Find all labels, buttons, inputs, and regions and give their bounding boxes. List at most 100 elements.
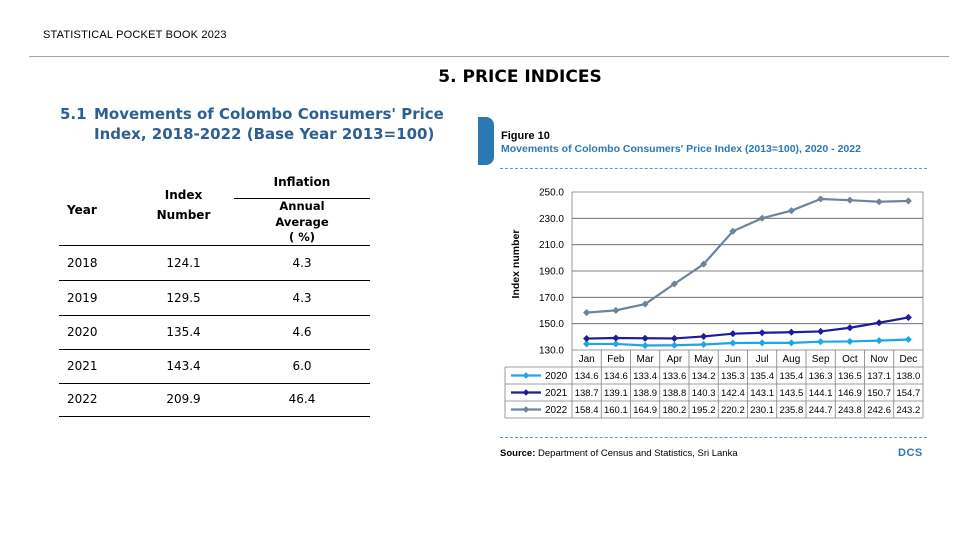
cell-index: 129.5 <box>166 291 201 305</box>
table-row: 2022 209.9 46.4 <box>59 382 370 417</box>
header-index-line2: Number <box>156 208 211 222</box>
data-label: 138.9 <box>633 388 657 399</box>
y-tick-label: 230.0 <box>539 214 564 225</box>
data-point-2020 <box>582 340 591 348</box>
data-label: 146.9 <box>838 388 862 399</box>
dcs-logo: DCS <box>898 447 923 459</box>
header-annual-line3: ( %) <box>288 230 316 244</box>
data-point-2022 <box>699 260 708 268</box>
data-label: 133.4 <box>633 371 657 382</box>
data-point-2022 <box>846 196 854 204</box>
book-title: STATISTICAL POCKET BOOK 2023 <box>43 29 227 41</box>
cell-year: 2022 <box>67 392 98 406</box>
source-text: Department of Census and Statistics, Sri… <box>538 448 738 459</box>
data-point-2021 <box>816 327 825 336</box>
header-annual-average: Annual Average ( %) <box>234 199 370 246</box>
data-point-2022 <box>641 300 649 308</box>
data-label: 139.1 <box>604 388 628 399</box>
cell-year: 2018 <box>67 256 98 270</box>
data-point-2020 <box>641 341 649 350</box>
data-point-2021 <box>612 334 620 342</box>
data-point-2020 <box>670 341 679 349</box>
x-tick-label: Sep <box>812 354 830 365</box>
x-tick-label: Apr <box>667 354 683 365</box>
header-inflation-rule <box>234 198 370 199</box>
cell-index: 143.4 <box>166 359 201 373</box>
x-tick-label: Aug <box>782 354 800 365</box>
data-point-2020 <box>875 336 883 345</box>
x-tick-label: Jan <box>579 354 595 365</box>
data-label: 138.7 <box>575 388 599 399</box>
data-point-2021 <box>699 332 708 341</box>
y-tick-label: 190.0 <box>539 267 564 278</box>
header-rule <box>59 245 370 246</box>
data-label: 135.4 <box>779 371 803 382</box>
header-index-number: Index Number <box>141 185 226 225</box>
table-row: 2019 129.5 4.3 <box>59 281 370 316</box>
y-tick-label: 130.0 <box>539 346 564 357</box>
data-label: 138.8 <box>662 388 686 399</box>
data-point-2020 <box>758 339 766 347</box>
data-point-2022 <box>582 308 591 317</box>
x-tick-label: Dec <box>899 354 917 365</box>
legend-marker-2020 <box>522 372 530 379</box>
series-line-2022 <box>586 197 909 314</box>
data-point-2022 <box>875 198 883 206</box>
data-point-2021 <box>875 319 883 327</box>
header-divider <box>29 56 949 57</box>
data-label: 133.6 <box>662 371 686 382</box>
figure-top-divider <box>500 168 927 169</box>
cell-inflation: 4.3 <box>292 291 312 305</box>
data-point-2021 <box>758 329 766 337</box>
data-point-2020 <box>846 337 854 346</box>
data-point-2021 <box>582 334 591 343</box>
data-label: 143.5 <box>779 388 803 399</box>
legend-marker-2022 <box>522 406 530 413</box>
x-tick-label: Oct <box>842 354 858 365</box>
cell-index: 124.1 <box>166 256 201 270</box>
data-label: 195.2 <box>692 405 716 416</box>
figure-title: Movements of Colombo Consumers' Price In… <box>501 143 861 155</box>
x-tick-label: Jun <box>725 354 741 365</box>
x-tick-label: Nov <box>870 354 888 365</box>
data-label: 242.6 <box>867 405 891 416</box>
data-point-2021 <box>641 334 649 342</box>
x-tick-label: Jul <box>756 354 769 365</box>
x-tick-label: Mar <box>637 354 655 365</box>
data-label: 220.2 <box>721 405 745 416</box>
figure-label: Figure 10 <box>501 130 550 142</box>
data-label: 135.4 <box>750 371 774 382</box>
data-label: 134.6 <box>575 371 599 382</box>
data-label: 243.8 <box>838 405 862 416</box>
section-title: 5.1 Movements of Colombo Consumers' Price… <box>60 104 450 144</box>
data-point-2022 <box>612 306 620 315</box>
data-point-2021 <box>729 330 737 338</box>
cell-inflation: 46.4 <box>288 392 316 406</box>
data-label: 160.1 <box>604 405 628 416</box>
data-label: 150.7 <box>867 388 891 399</box>
table-row: 2018 124.1 4.3 <box>59 246 370 281</box>
data-label: 137.1 <box>867 371 891 382</box>
data-point-2021 <box>787 328 796 336</box>
data-point-2021 <box>904 313 913 322</box>
legend-entry: 2021 <box>545 388 568 399</box>
header-annual-line1: Annual <box>279 199 325 213</box>
table-row: 2020 135.4 4.6 <box>59 315 370 350</box>
header-index-line1: Index <box>164 188 203 202</box>
header-inflation: Inflation <box>273 175 331 189</box>
data-label: 142.4 <box>721 388 745 399</box>
y-tick-label: 250.0 <box>539 188 564 199</box>
data-point-2020 <box>787 339 796 347</box>
cell-inflation: 4.3 <box>292 256 312 270</box>
cell-year: 2020 <box>67 325 98 339</box>
data-label: 164.9 <box>633 405 657 416</box>
data-label: 243.2 <box>896 405 920 416</box>
data-point-2021 <box>670 334 679 343</box>
cell-inflation: 6.0 <box>292 359 312 373</box>
source-note: Source: Department of Census and Statist… <box>500 448 738 459</box>
data-label: 154.7 <box>896 388 920 399</box>
y-tick-label: 150.0 <box>539 319 564 330</box>
data-point-2020 <box>612 340 620 348</box>
data-label: 136.5 <box>838 371 862 382</box>
data-label: 144.1 <box>809 388 833 399</box>
